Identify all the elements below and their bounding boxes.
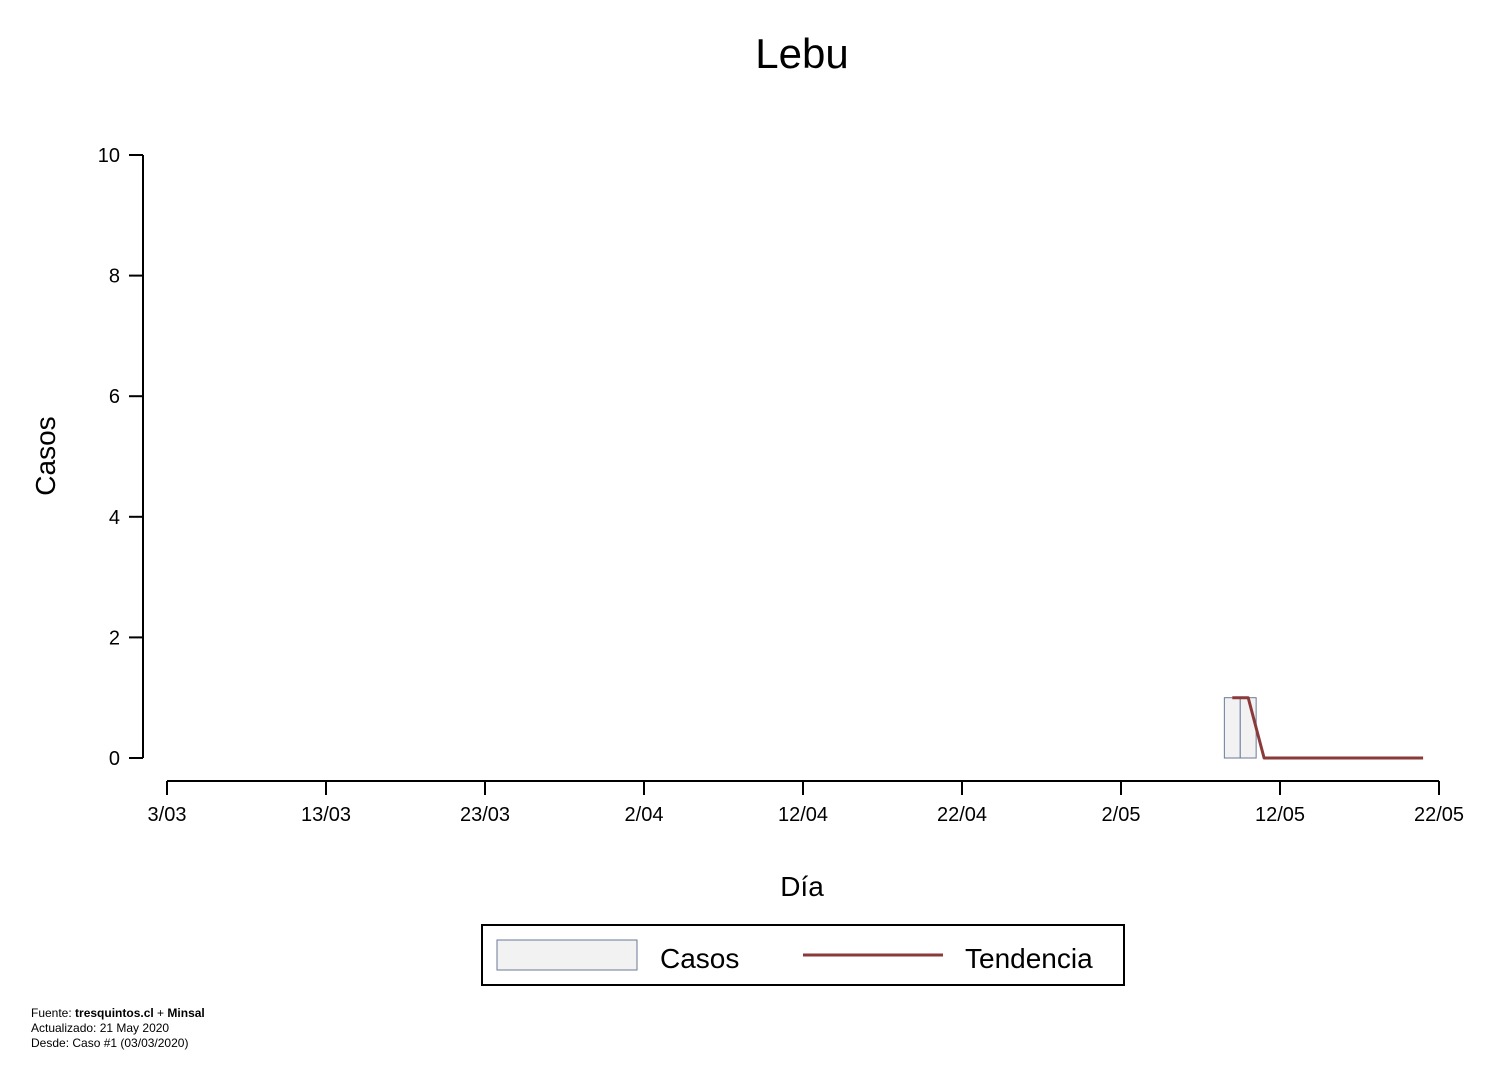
legend-label-casos: Casos (660, 943, 739, 974)
y-axis-label: Casos (30, 416, 61, 495)
y-tick-label: 10 (98, 145, 120, 167)
y-tick-label: 4 (109, 507, 120, 529)
x-tick-label: 13/03 (301, 804, 351, 826)
x-tick-label: 22/05 (1414, 804, 1464, 826)
bar (1223, 697, 1241, 759)
legend-label-tendencia: Tendencia (965, 943, 1093, 974)
y-tick-label: 6 (109, 386, 120, 408)
footer-source-org: Minsal (167, 1006, 205, 1020)
y-tick-label: 8 (109, 266, 120, 288)
legend: Casos Tendencia (481, 924, 1125, 986)
y-tick-label: 2 (109, 627, 120, 649)
footer-since: Desde: Caso #1 (03/03/2020) (31, 1036, 189, 1050)
y-axis: 0 2 4 6 8 10 (98, 145, 144, 770)
bar (1239, 697, 1257, 759)
x-tick-label: 2/05 (1102, 804, 1141, 826)
x-axis-label: Día (780, 871, 824, 902)
x-tick-label: 12/04 (778, 804, 828, 826)
x-tick-label: 2/04 (625, 804, 664, 826)
bar-series (1223, 697, 1257, 759)
x-tick-label: 12/05 (1255, 804, 1305, 826)
footer: Fuente: tresquintos.cl + Minsal Actualiz… (31, 1006, 205, 1051)
x-tick-label: 23/03 (460, 804, 510, 826)
footer-source: Fuente: tresquintos.cl + Minsal (31, 1006, 205, 1020)
trend-line (1232, 696, 1424, 760)
chart-title: Lebu (755, 30, 848, 77)
legend-swatch-casos (496, 939, 638, 971)
footer-source-site: tresquintos.cl (75, 1006, 154, 1020)
y-tick-label: 0 (109, 748, 120, 770)
x-tick-label: 3/03 (148, 804, 187, 826)
trend-series (1232, 696, 1424, 760)
x-tick-label: 22/04 (937, 804, 987, 826)
footer-updated: Actualizado: 21 May 2020 (31, 1021, 170, 1035)
x-axis: 3/03 13/03 23/03 2/04 12/04 22/04 2/05 12/05 22/… (148, 780, 1464, 826)
